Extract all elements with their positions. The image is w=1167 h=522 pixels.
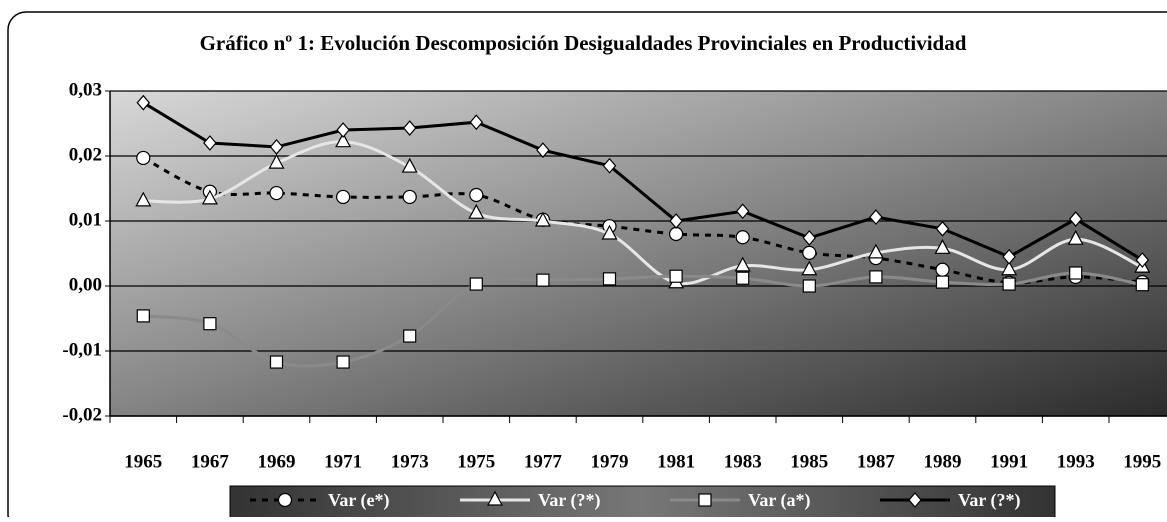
marker	[734, 256, 751, 272]
marker	[698, 493, 712, 507]
y-tick-label: -0,01	[62, 339, 102, 360]
marker	[269, 185, 284, 201]
marker	[802, 245, 817, 260]
x-tick-label: 1975	[457, 451, 495, 472]
x-tick-label: 1979	[591, 451, 629, 472]
marker	[268, 153, 285, 169]
marker	[201, 189, 218, 205]
x-tick-label: 1967	[191, 451, 230, 472]
marker	[534, 211, 551, 227]
marker	[736, 271, 750, 285]
x-tick-label: 1991	[990, 451, 1028, 472]
marker	[269, 138, 284, 155]
series-line	[143, 140, 1143, 286]
marker	[801, 260, 818, 276]
marker	[469, 114, 484, 131]
x-tick-label: 1965	[124, 451, 162, 472]
x-tick-label: 1973	[391, 451, 429, 472]
marker	[277, 492, 293, 508]
legend-label: Var (?*)	[538, 490, 601, 511]
marker	[135, 191, 152, 207]
marker	[802, 279, 816, 293]
marker	[934, 239, 951, 254]
marker	[867, 243, 884, 259]
marker	[908, 492, 922, 508]
marker	[935, 220, 950, 237]
marker	[536, 273, 550, 287]
marker	[869, 209, 883, 226]
marker	[136, 309, 150, 323]
marker	[735, 230, 750, 245]
marker	[602, 157, 617, 174]
legend-label: Var (?*)	[958, 490, 1021, 511]
x-tick-label: 1969	[258, 451, 296, 472]
series-line	[143, 271, 1143, 368]
marker	[402, 120, 417, 136]
marker	[1135, 252, 1150, 268]
marker	[602, 272, 617, 286]
marker	[269, 355, 284, 369]
marker	[601, 224, 618, 240]
marker	[203, 317, 217, 331]
marker	[735, 203, 750, 220]
marker	[136, 94, 151, 111]
marker	[669, 269, 683, 283]
series-line	[142, 101, 1144, 262]
marker	[336, 189, 351, 205]
marker	[802, 229, 817, 246]
x-tick-label: 1971	[324, 451, 362, 472]
y-tick-label: -0,02	[62, 404, 102, 425]
y-tick-label: 0,02	[69, 144, 102, 165]
marker	[469, 277, 483, 291]
marker	[668, 226, 684, 242]
x-tick-label: 1985	[790, 451, 828, 472]
marker	[336, 355, 350, 369]
x-tick-label: 1989	[924, 451, 962, 472]
marker	[401, 157, 418, 173]
x-tick-label: 1981	[657, 451, 695, 472]
chart-title: Gráfico nº 1: Evolución Descomposición D…	[200, 31, 967, 55]
marker	[1067, 229, 1084, 245]
marker	[536, 142, 550, 159]
y-tick-label: 0,03	[69, 79, 102, 100]
x-tick-label: 1983	[724, 451, 762, 472]
marker	[1068, 211, 1083, 227]
marker	[486, 490, 504, 506]
marker	[935, 275, 950, 289]
marker	[402, 189, 417, 205]
marker	[469, 187, 484, 203]
marker	[336, 122, 350, 138]
x-tick-label: 1977	[524, 451, 563, 472]
marker	[1001, 260, 1018, 276]
legend-label: Var (e*)	[328, 490, 390, 511]
marker	[335, 132, 352, 148]
marker	[468, 203, 485, 219]
marker	[1002, 277, 1016, 291]
y-tick-label: 0,01	[69, 209, 102, 230]
x-tick-label: 1993	[1057, 451, 1095, 472]
y-tick-label: 0,00	[69, 274, 102, 295]
marker	[1135, 278, 1149, 292]
marker	[935, 262, 950, 277]
marker	[1002, 248, 1016, 265]
marker	[669, 213, 683, 229]
legend-label: Var (a*)	[748, 490, 811, 511]
marker	[203, 135, 217, 151]
x-tick-label: 1995	[1123, 451, 1161, 472]
marker	[869, 270, 883, 284]
marker	[1069, 266, 1083, 280]
marker	[136, 150, 151, 166]
x-tick-label: 1987	[857, 451, 896, 472]
marker	[403, 329, 417, 343]
